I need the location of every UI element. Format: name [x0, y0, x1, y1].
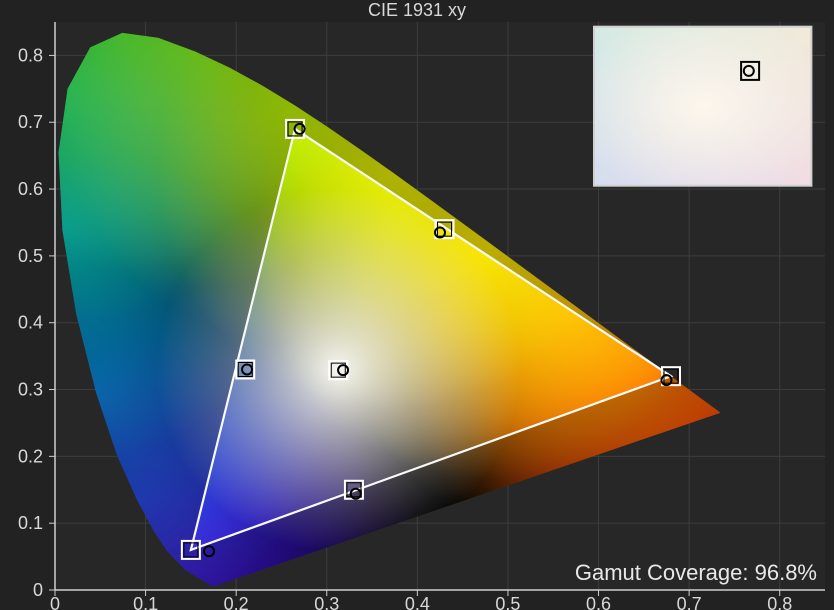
x-tick-label: 0	[50, 594, 60, 610]
x-tick-label: 0.7	[677, 594, 702, 610]
x-tick-label: 0.1	[133, 594, 158, 610]
x-tick-label: 0.8	[767, 594, 792, 610]
y-tick-label: 0	[33, 580, 43, 600]
x-tick-label: 0.5	[495, 594, 520, 610]
y-tick-label: 0.8	[18, 45, 43, 65]
y-tick-label: 0.7	[18, 112, 43, 132]
chart-title: CIE 1931 xy	[368, 0, 466, 20]
gamut-coverage-label: Gamut Coverage: 96.8%	[575, 560, 817, 585]
x-tick-label: 0.6	[586, 594, 611, 610]
y-tick-label: 0.1	[18, 513, 43, 533]
x-tick-label: 0.2	[224, 594, 249, 610]
coverage-value-text: 96.8%	[755, 560, 817, 585]
cie-chart-container: 0 0.1 0.2 0.3 0.4 0.5 0.6 0.7 0.8 0 0.1 0.2 0.3 0.4 0.…	[0, 0, 834, 610]
coverage-label-text: Gamut Coverage:	[575, 560, 755, 585]
x-tick-label: 0.4	[405, 594, 430, 610]
y-tick-label: 0.3	[18, 380, 43, 400]
y-tick-label: 0.4	[18, 313, 43, 333]
y-tick-label: 0.2	[18, 446, 43, 466]
y-tick-label: 0.5	[18, 246, 43, 266]
x-tick-label: 0.3	[314, 594, 339, 610]
cie-chart-svg: 0 0.1 0.2 0.3 0.4 0.5 0.6 0.7 0.8 0 0.1 0.2 0.3 0.4 0.…	[0, 0, 834, 610]
y-tick-label: 0.6	[18, 179, 43, 199]
